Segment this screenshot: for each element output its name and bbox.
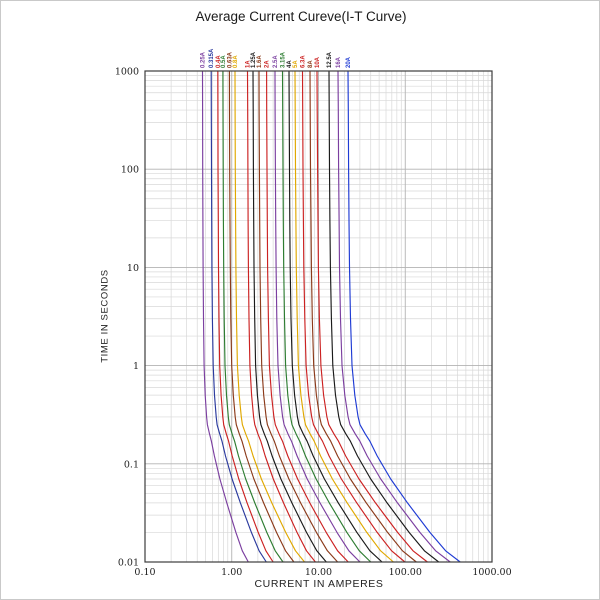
curve-rating-label: 5A	[293, 60, 299, 68]
curve-rating-label: 0.5A	[221, 55, 227, 68]
curve-0.63A	[228, 70, 295, 563]
y-tick-label: 10	[127, 263, 139, 274]
curve-rating-label: 0.8A	[233, 55, 239, 68]
x-axis-title: CURRENT IN AMPERES	[254, 578, 384, 590]
curve-rating-label: 0.63A	[227, 51, 233, 68]
curve-rating-label: 16A	[336, 56, 342, 68]
curve-rating-label: 0.315A	[209, 48, 215, 68]
x-tick-label: 10.00	[305, 567, 332, 578]
curve-0.4A	[217, 70, 274, 563]
curve-rating-label: 10A	[315, 56, 321, 68]
y-tick-label: 1000	[115, 67, 139, 78]
y-tick-label: 0.1	[124, 459, 139, 470]
curve-1.25A	[252, 70, 327, 563]
curve-3.15A	[281, 70, 372, 563]
curve-2.5A	[274, 70, 361, 563]
curve-rating-label: 8A	[308, 60, 314, 68]
curve-0.315A	[210, 70, 267, 563]
curve-rating-label: 3.15A	[281, 51, 287, 68]
curve-5A	[294, 70, 394, 563]
curve-6.3A	[301, 70, 406, 563]
curve-8A	[309, 70, 417, 563]
plot-border	[144, 70, 493, 563]
y-tick-label: 1	[133, 361, 139, 372]
curve-rating-label: 2.5A	[273, 55, 279, 68]
curve-rating-label: 1.6A	[257, 55, 263, 68]
curve-20A	[347, 70, 461, 563]
curve-rating-label: 6.3A	[301, 55, 307, 68]
curve-rating-label: 2A	[265, 60, 271, 68]
x-tick-label: 1.00	[221, 567, 242, 578]
curve-rating-label: 4A	[287, 60, 293, 68]
curve-0.25A	[201, 70, 249, 563]
curve-rating-label: 0.4A	[216, 55, 222, 68]
curve-10A	[316, 70, 428, 563]
curve-rating-label: 12.5A	[327, 51, 333, 68]
y-tick-label: 0.01	[118, 558, 139, 569]
curve-0.8A	[234, 70, 305, 563]
curve-rating-label: 0.25A	[200, 51, 206, 68]
curve-16A	[337, 70, 451, 563]
curve-4A	[288, 70, 383, 563]
curve-2A	[266, 70, 349, 563]
chart-title: Average Current Cureve(I-T Curve)	[195, 9, 407, 24]
curve-1.6A	[258, 70, 339, 563]
curve-1A	[246, 70, 316, 563]
x-tick-label: 100.00	[389, 567, 422, 578]
curve-0.5A	[222, 70, 284, 563]
x-tick-label: 0.10	[134, 567, 155, 578]
curve-rating-label: 1.25A	[251, 51, 257, 68]
curve-rating-label: 20A	[346, 56, 352, 68]
y-tick-label: 100	[121, 165, 139, 176]
x-tick-label: 1000.00	[472, 567, 511, 578]
curve-rating-label: 1A	[246, 60, 252, 68]
curve-12.5A	[328, 70, 440, 563]
